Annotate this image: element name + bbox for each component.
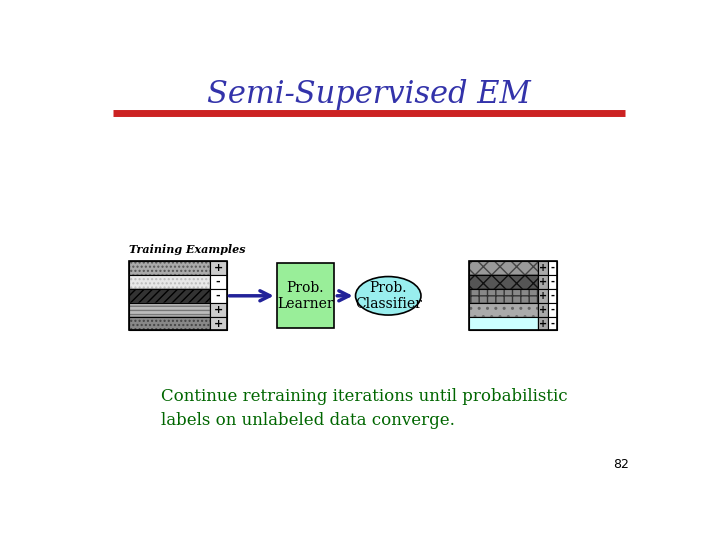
Text: +: + [539, 291, 547, 301]
Text: -: - [550, 277, 554, 287]
Text: Prob.
Classifier: Prob. Classifier [355, 281, 422, 311]
Text: Semi-Supervised EM: Semi-Supervised EM [207, 78, 531, 110]
Bar [539, 275, 548, 289]
Ellipse shape [356, 276, 421, 315]
Bar [539, 316, 548, 330]
Text: Training Examples: Training Examples [129, 244, 246, 255]
Bar [129, 303, 210, 316]
Bar [548, 289, 557, 303]
Bar [469, 275, 539, 289]
Bar [210, 303, 227, 316]
Bar [469, 303, 539, 316]
Text: -: - [216, 291, 220, 301]
Bar [469, 261, 557, 330]
Text: +: + [539, 263, 547, 273]
Text: -: - [550, 263, 554, 273]
Bar [129, 261, 210, 275]
Bar [548, 303, 557, 316]
Text: +: + [213, 305, 222, 315]
Bar [129, 275, 210, 289]
Bar [548, 316, 557, 330]
Bar [469, 289, 539, 303]
Text: +: + [539, 277, 547, 287]
Bar [210, 289, 227, 303]
Text: +: + [539, 305, 547, 315]
Bar [129, 316, 210, 330]
Bar [469, 289, 539, 303]
Text: -: - [550, 319, 554, 328]
Bar [129, 275, 210, 289]
Bar [469, 275, 539, 289]
Bar [548, 261, 557, 275]
Bar [539, 261, 548, 275]
Bar [469, 261, 539, 275]
Bar [129, 316, 210, 330]
Bar [129, 289, 210, 303]
Text: Continue retraining iterations until probabilistic
labels on unlabeled data conv: Continue retraining iterations until pro… [161, 388, 568, 429]
Text: -: - [550, 305, 554, 315]
Text: -: - [216, 277, 220, 287]
Bar [469, 316, 539, 330]
Bar [539, 303, 548, 316]
Bar [210, 275, 227, 289]
Bar [469, 316, 539, 330]
Bar [469, 261, 539, 275]
Bar [548, 275, 557, 289]
Bar [539, 289, 548, 303]
Text: +: + [539, 319, 547, 328]
Text: +: + [213, 263, 222, 273]
Bar [469, 303, 539, 316]
Bar [129, 261, 210, 275]
Bar [210, 316, 227, 330]
Bar [210, 261, 227, 275]
Bar [276, 264, 334, 328]
Text: 82: 82 [613, 458, 629, 471]
Text: Prob.
Learner: Prob. Learner [277, 281, 334, 311]
Text: -: - [550, 291, 554, 301]
Bar [129, 303, 210, 316]
Text: +: + [213, 319, 222, 328]
Bar [129, 289, 210, 303]
Bar [129, 261, 227, 330]
